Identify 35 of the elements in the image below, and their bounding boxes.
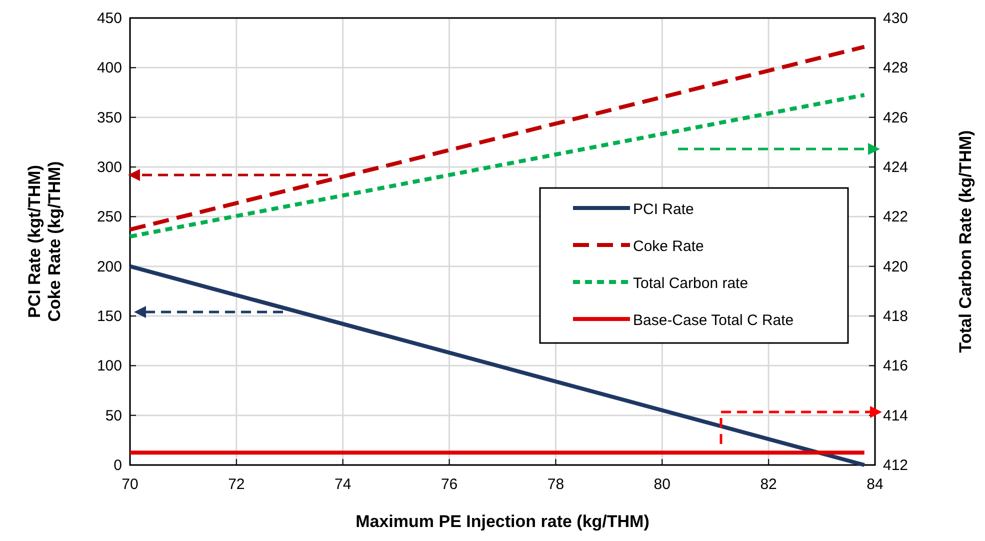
x-tick-label: 82	[760, 476, 777, 493]
x-tick-label: 78	[547, 476, 564, 493]
y-tick-label: 450	[96, 10, 122, 27]
x-tick-label: 84	[866, 476, 884, 493]
x-tick-label: 80	[654, 476, 670, 493]
y-tick-label: 350	[96, 109, 122, 126]
y2-tick-label: 418	[883, 308, 908, 325]
y-tick-label: 200	[96, 258, 122, 276]
y-tick-label: 150	[96, 308, 122, 325]
x-tick-label: 72	[228, 476, 245, 493]
y2-tick-label: 426	[883, 109, 908, 126]
y-tick-label: 300	[96, 159, 122, 176]
y2-tick-label: 422	[883, 208, 908, 226]
y2-tick-label: 424	[883, 159, 908, 176]
y2-tick-label: 428	[883, 60, 908, 77]
y2-axis-title: Total Carbon Rate (kg/THM)	[956, 130, 975, 353]
y2-tick-label: 412	[883, 457, 908, 474]
y-tick-label: 400	[96, 60, 122, 77]
legend-label: Coke Rate	[633, 238, 704, 255]
y2-tick-label: 416	[883, 358, 908, 375]
x-axis-title: Maximum PE Injection rate (kg/THM)	[356, 512, 650, 531]
y2-tick-label: 414	[883, 407, 908, 424]
y-tick-label: 0	[114, 457, 122, 474]
y-axis-title: PCI Rate (kgt/THM) Coke Rate (kg/THM)	[25, 161, 64, 322]
y-tick-label: 100	[96, 358, 122, 375]
y2-tick-label: 430	[883, 10, 908, 27]
legend-label: PCI Rate	[633, 201, 694, 218]
y2-tick-label: 420	[883, 258, 908, 276]
legend-label: Total Carbon rate	[633, 275, 748, 292]
x-tick-label: 74	[334, 476, 352, 493]
x-tick-label: 70	[122, 476, 138, 493]
x-tick-label: 76	[440, 476, 458, 493]
legend-label: Base-Case Total C Rate	[633, 312, 794, 329]
y-tick-label: 250	[96, 208, 122, 226]
y-tick-label: 50	[105, 407, 122, 424]
